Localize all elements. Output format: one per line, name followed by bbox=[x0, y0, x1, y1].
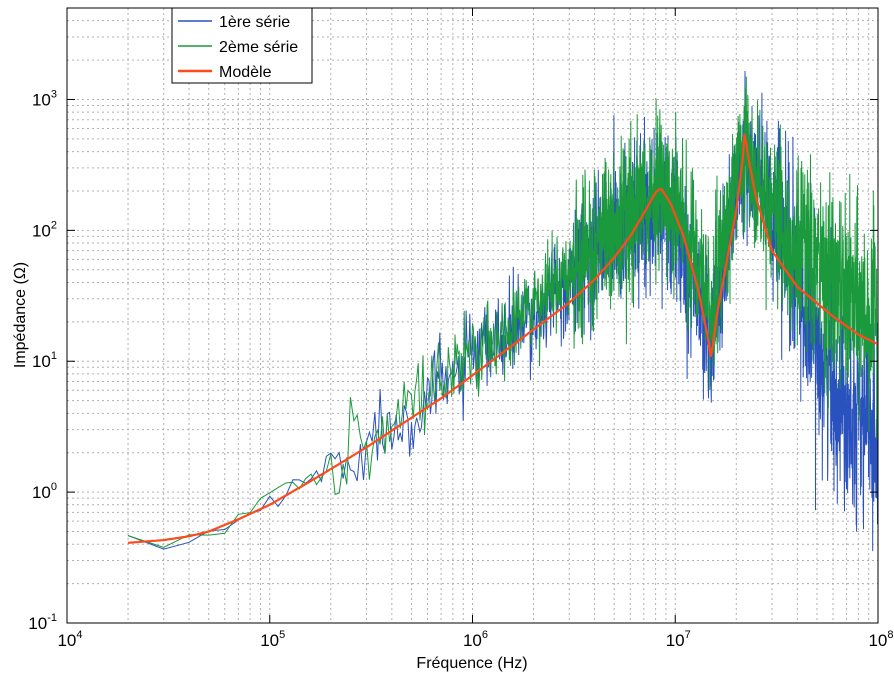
y-tick-label: 102 bbox=[32, 219, 57, 240]
x-tick-label: 107 bbox=[666, 629, 691, 650]
ticks bbox=[66, 8, 879, 624]
plot-background bbox=[67, 8, 878, 623]
y-tick-labels: 10-1 100 101 102 103 bbox=[28, 88, 57, 633]
y-tick-label: 100 bbox=[32, 481, 57, 502]
x-tick-label: 105 bbox=[260, 629, 285, 650]
grid bbox=[66, 7, 879, 624]
legend-label-1: 1ère série bbox=[219, 14, 290, 31]
series-line-2eme-serie bbox=[127, 76, 879, 548]
y-tick-label: 101 bbox=[32, 350, 57, 371]
y-tick-label: 10-1 bbox=[28, 612, 57, 633]
x-tick-label: 106 bbox=[463, 629, 488, 650]
legend-label-3: Modèle bbox=[219, 64, 272, 81]
x-tick-label: 108 bbox=[868, 629, 893, 650]
series-line-model bbox=[127, 133, 879, 544]
legend-label-2: 2ème série bbox=[219, 39, 298, 56]
y-tick-label: 103 bbox=[32, 88, 57, 109]
y-axis-label: Impédance (Ω) bbox=[12, 262, 29, 368]
x-tick-labels: 104 105 106 107 108 bbox=[57, 629, 893, 650]
x-axis-label: Fréquence (Hz) bbox=[416, 655, 527, 672]
x-tick-label: 104 bbox=[57, 629, 82, 650]
series-layer bbox=[127, 70, 879, 552]
legend: 1ère série 2ème série Modèle bbox=[171, 7, 313, 84]
